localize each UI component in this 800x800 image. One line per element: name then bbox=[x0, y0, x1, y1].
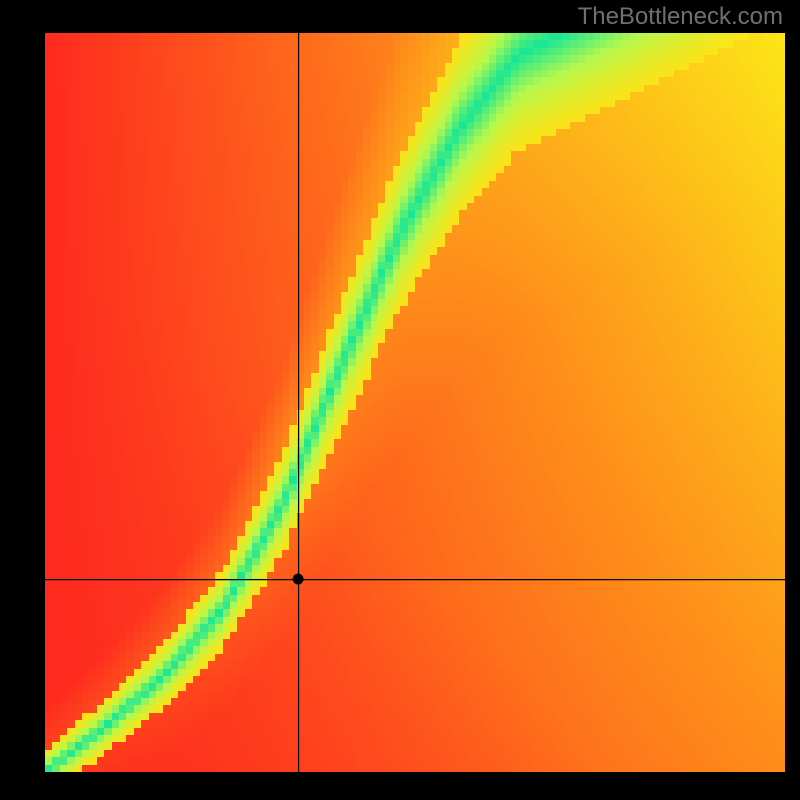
bottleneck-heatmap bbox=[45, 33, 785, 772]
attribution-text: TheBottleneck.com bbox=[578, 3, 783, 31]
